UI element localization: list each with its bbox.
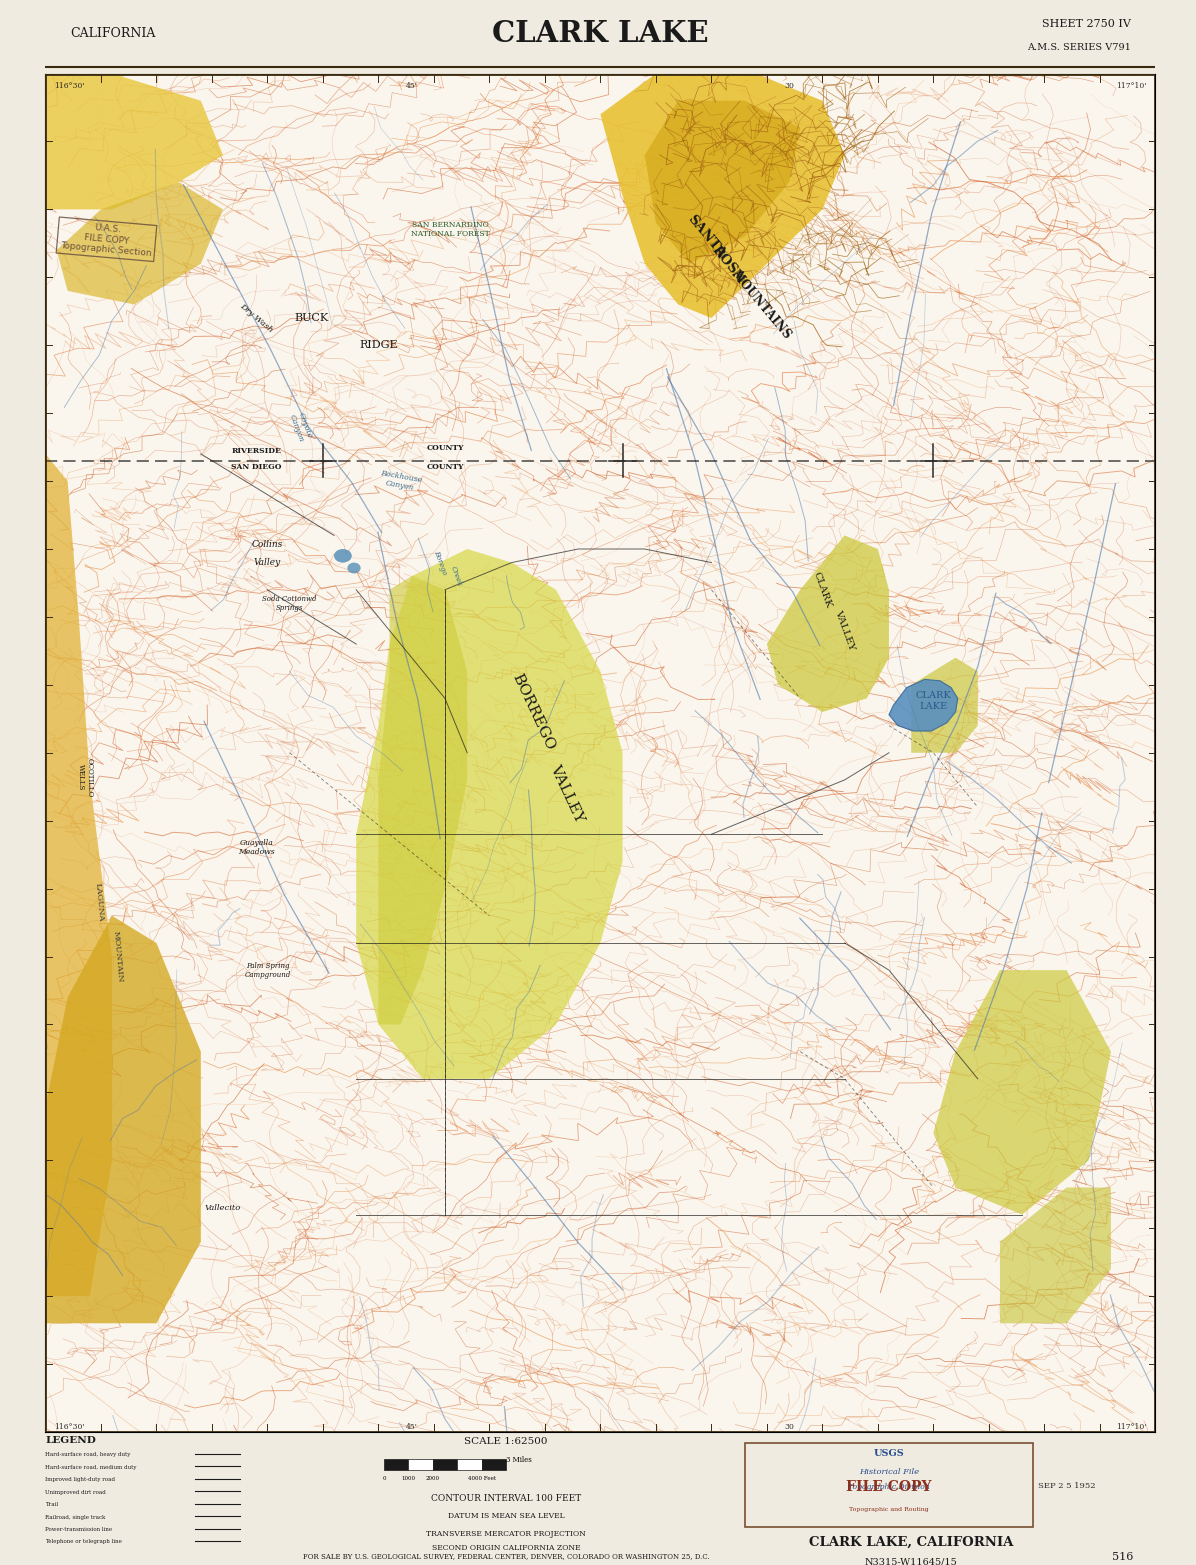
Text: Topographic Division: Topographic Division [848, 1484, 929, 1491]
Text: Historical File: Historical File [859, 1468, 919, 1476]
Text: CLARK LAKE: CLARK LAKE [492, 19, 709, 49]
Text: SAN BERNARDINO
NATIONAL FOREST: SAN BERNARDINO NATIONAL FOREST [411, 221, 490, 238]
Polygon shape [378, 576, 468, 1025]
Polygon shape [356, 549, 623, 1078]
Text: SAN DIEGO: SAN DIEGO [231, 463, 281, 471]
Polygon shape [45, 916, 201, 1324]
Text: SANTA: SANTA [684, 213, 727, 260]
Polygon shape [600, 74, 844, 318]
Text: 30: 30 [785, 1423, 794, 1432]
Text: Trail: Trail [45, 1502, 59, 1507]
Text: VALLEY: VALLEY [834, 609, 856, 653]
Text: VALLEY: VALLEY [548, 762, 586, 825]
Text: Borego: Borego [433, 549, 448, 576]
Text: CLARK LAKE, CALIFORNIA: CLARK LAKE, CALIFORNIA [808, 1537, 1013, 1549]
Text: Topographic and Routing: Topographic and Routing [849, 1507, 929, 1512]
Text: Power-transmission line: Power-transmission line [45, 1527, 112, 1532]
Text: A.M.S. SERIES V791: A.M.S. SERIES V791 [1027, 44, 1131, 52]
Text: DATUM IS MEAN SEA LEVEL: DATUM IS MEAN SEA LEVEL [447, 1512, 565, 1521]
Text: Dry Wash: Dry Wash [238, 302, 274, 335]
Ellipse shape [347, 562, 361, 573]
Text: FILE COPY: FILE COPY [847, 1479, 932, 1493]
Text: LEGEND: LEGEND [45, 1437, 97, 1444]
Text: Hard-surface road, medium duty: Hard-surface road, medium duty [45, 1465, 138, 1470]
Text: Valley: Valley [254, 559, 281, 567]
Text: U.A.S.
FILE COPY
Topographic Section: U.A.S. FILE COPY Topographic Section [60, 221, 153, 258]
Polygon shape [1000, 1188, 1111, 1324]
Text: 1000: 1000 [402, 1476, 415, 1480]
Text: 2000: 2000 [426, 1476, 440, 1480]
Text: 30: 30 [785, 83, 794, 91]
Text: 117°10': 117°10' [1116, 1423, 1146, 1432]
Text: CLARK
LAKE: CLARK LAKE [915, 692, 951, 711]
Text: Telephone or telegraph line: Telephone or telegraph line [45, 1540, 122, 1545]
Text: BUCK: BUCK [294, 313, 329, 322]
Polygon shape [56, 182, 222, 305]
Text: SHEET 2750 IV: SHEET 2750 IV [1042, 19, 1131, 30]
Text: MOUNTAINS: MOUNTAINS [728, 268, 794, 341]
Bar [457, 1459, 482, 1471]
Text: N3315-W11645/15: N3315-W11645/15 [865, 1557, 958, 1565]
Text: SCALE 1:62500: SCALE 1:62500 [464, 1438, 548, 1446]
Polygon shape [45, 74, 222, 210]
Text: SECOND ORIGIN CALIFORNIA ZONE: SECOND ORIGIN CALIFORNIA ZONE [432, 1545, 580, 1552]
Text: RIVERSIDE: RIVERSIDE [231, 448, 281, 455]
Text: FOR SALE BY U.S. GEOLOGICAL SURVEY, FEDERAL CENTER, DENVER, COLORADO OR WASHINGT: FOR SALE BY U.S. GEOLOGICAL SURVEY, FEDE… [303, 1552, 709, 1560]
Bar [408, 1459, 433, 1471]
Text: 116°30': 116°30' [55, 1423, 85, 1432]
Text: CONTOUR INTERVAL 100 FEET: CONTOUR INTERVAL 100 FEET [431, 1495, 581, 1502]
Text: CALIFORNIA: CALIFORNIA [69, 27, 155, 41]
Text: Hard-surface road, heavy duty: Hard-surface road, heavy duty [45, 1452, 130, 1457]
Text: TRANSVERSE MERCATOR PROJECTION: TRANSVERSE MERCATOR PROJECTION [426, 1529, 586, 1537]
Ellipse shape [334, 549, 352, 562]
Text: LAGUNA: LAGUNA [93, 883, 104, 922]
Text: Improved light-duty road: Improved light-duty road [45, 1477, 116, 1482]
Text: SEP 2 5 1952: SEP 2 5 1952 [1038, 1482, 1096, 1490]
Bar [433, 1459, 457, 1471]
Text: Soda Cottonwd
Springs: Soda Cottonwd Springs [262, 595, 317, 612]
Text: Palm Spring
Campground: Palm Spring Campground [244, 961, 291, 978]
Text: 4000 Feet: 4000 Feet [468, 1476, 495, 1480]
Text: BORREGO: BORREGO [509, 671, 557, 753]
Text: USGS: USGS [873, 1449, 904, 1459]
Polygon shape [767, 535, 889, 712]
Bar [384, 1459, 408, 1471]
Text: 116°30': 116°30' [55, 83, 85, 91]
Text: Guayalla
Meadows: Guayalla Meadows [238, 839, 275, 856]
Text: 3 Miles: 3 Miles [506, 1455, 532, 1463]
Polygon shape [911, 657, 978, 753]
Text: COUNTY: COUNTY [426, 444, 464, 452]
Text: MOUNTAIN: MOUNTAIN [111, 931, 124, 983]
Text: 117°10': 117°10' [1116, 83, 1146, 91]
Polygon shape [45, 454, 112, 1296]
Text: COUNTY: COUNTY [426, 463, 464, 471]
Text: CLARK: CLARK [812, 570, 834, 609]
Text: 516: 516 [1112, 1552, 1133, 1562]
Text: Collins: Collins [252, 540, 283, 549]
Polygon shape [645, 100, 800, 264]
Text: ROSA: ROSA [709, 244, 746, 285]
Text: 45': 45' [405, 83, 417, 91]
Text: Vallecito: Vallecito [205, 1203, 242, 1211]
Polygon shape [889, 679, 958, 731]
Text: Coyote
Canyon: Coyote Canyon [288, 410, 313, 443]
Text: 45': 45' [405, 1423, 417, 1432]
Text: Railroad, single track: Railroad, single track [45, 1515, 105, 1520]
Text: Unimproved dirt road: Unimproved dirt road [45, 1490, 106, 1495]
Text: Rockhouse
Canyon: Rockhouse Canyon [378, 470, 423, 493]
Text: OCOTILLO
WELLS: OCOTILLO WELLS [77, 757, 94, 797]
Bar [482, 1459, 506, 1471]
Polygon shape [933, 970, 1111, 1214]
Text: RIDGE: RIDGE [359, 340, 398, 351]
Text: Creek: Creek [448, 565, 464, 587]
Text: 0: 0 [383, 1476, 386, 1480]
